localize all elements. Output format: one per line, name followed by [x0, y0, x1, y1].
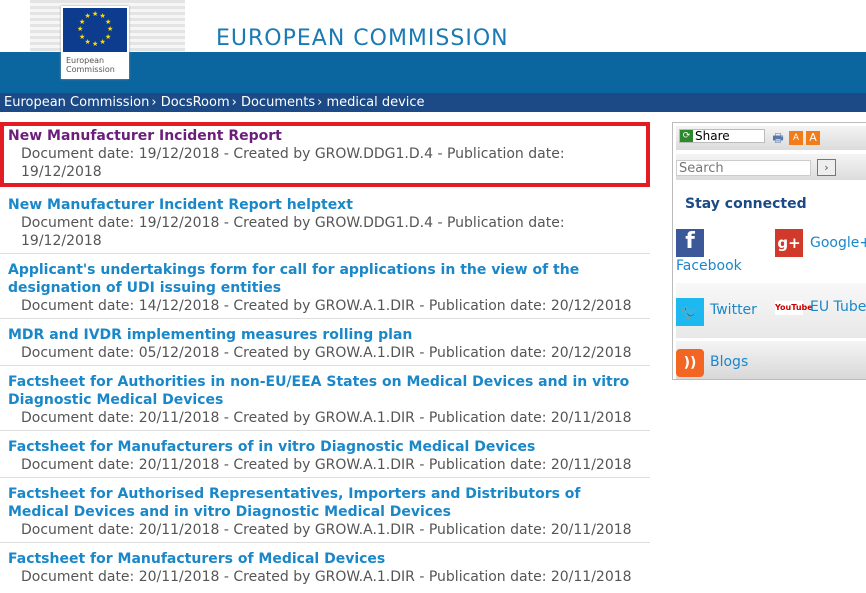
star-icon: ★	[77, 25, 84, 33]
search-input[interactable]	[676, 160, 811, 176]
breadcrumb-item[interactable]: European Commission	[4, 95, 150, 110]
star-icon: ★	[79, 17, 86, 26]
share-button[interactable]: ⟳ Share	[679, 129, 765, 143]
facebook-icon[interactable]: f	[676, 229, 704, 257]
document-title-link[interactable]: New Manufacturer Incident Report helptex…	[8, 197, 353, 213]
font-large-icon[interactable]: A	[806, 131, 820, 145]
star-icon: ★	[84, 12, 91, 20]
share-icon: ⟳	[680, 130, 693, 142]
breadcrumb-current: medical device	[326, 95, 425, 110]
document-item: Factsheet for Manufacturers of Medical D…	[0, 547, 650, 589]
document-meta: Document date: 19/12/2018 - Created by G…	[21, 215, 565, 249]
document-item: Factsheet for Manufacturers of in vitro …	[0, 435, 650, 478]
document-item: New Manufacturer Incident Report Document…	[0, 122, 650, 187]
search-go-button[interactable]: ›	[817, 159, 836, 176]
star-icon: ★	[107, 25, 114, 33]
breadcrumb-item[interactable]: Documents	[240, 95, 316, 110]
font-small-icon[interactable]: A	[789, 131, 803, 145]
star-icon: ★	[99, 37, 106, 46]
header-band	[0, 52, 866, 93]
breadcrumb: European Commission › DocsRoom › Documents…	[0, 93, 866, 112]
search-bar: ›	[676, 154, 866, 180]
document-title-link[interactable]: Factsheet for Manufacturers of Medical D…	[8, 551, 386, 567]
document-item: Factsheet for Authorised Representatives…	[0, 482, 650, 543]
social-row-bg	[676, 283, 866, 338]
breadcrumb-item[interactable]: DocsRoom	[160, 95, 230, 110]
ec-logo[interactable]: ★ ★ ★ ★ ★ ★ ★ ★ ★ ★ ★ ★ European Commission	[61, 6, 129, 79]
star-icon: ★	[104, 17, 112, 26]
header: EUROPEAN COMMISSION	[0, 0, 866, 52]
site-title: EUROPEAN COMMISSION	[216, 26, 509, 51]
document-title-link[interactable]: Factsheet for Authorised Representatives…	[8, 486, 581, 520]
document-title-link[interactable]: New Manufacturer Incident Report	[8, 128, 282, 144]
document-title-link[interactable]: Applicant's undertakings form for call f…	[8, 262, 580, 296]
google-plus-icon[interactable]: g+	[775, 229, 803, 257]
sidebar: ⟳Share 🖶 A A › Stay connected f Facebook…	[672, 122, 866, 380]
document-list: New Manufacturer Incident Report Document…	[0, 122, 650, 593]
document-title-link[interactable]: Factsheet for Authorities in non-EU/EEA …	[8, 374, 630, 408]
document-meta: Document date: 20/11/2018 - Created by G…	[21, 457, 632, 473]
star-icon: ★	[92, 10, 99, 18]
document-meta: Document date: 05/12/2018 - Created by G…	[21, 345, 632, 361]
stay-connected-heading: Stay connected	[685, 196, 807, 212]
star-icon: ★	[99, 12, 106, 20]
document-meta: Document date: 19/12/2018 - Created by G…	[21, 146, 565, 180]
share-toolbar: ⟳ Share 🖶 A A	[676, 126, 866, 150]
document-item: New Manufacturer Incident Report helptex…	[0, 193, 650, 254]
document-meta: Document date: 20/11/2018 - Created by G…	[21, 522, 632, 538]
google-plus-link[interactable]: Google+	[810, 235, 866, 251]
twitter-icon[interactable]: 🐦	[676, 298, 704, 326]
eu-tube-link[interactable]: EU Tube	[810, 299, 866, 315]
blogs-row-bg	[676, 341, 866, 379]
print-icon[interactable]: 🖶	[772, 131, 784, 145]
twitter-link[interactable]: Twitter	[710, 302, 757, 318]
facebook-link[interactable]: Facebook	[676, 258, 742, 274]
document-title-link[interactable]: MDR and IVDR implementing measures rolli…	[8, 327, 413, 343]
document-meta: Document date: 20/11/2018 - Created by G…	[21, 569, 632, 585]
document-meta: Document date: 20/11/2018 - Created by G…	[21, 410, 632, 426]
blogs-link[interactable]: Blogs	[710, 354, 749, 370]
document-item: Factsheet for Authorities in non-EU/EEA …	[0, 370, 650, 431]
star-icon: ★	[104, 32, 112, 41]
youtube-icon[interactable]: YouTube	[775, 301, 813, 315]
eu-flag-icon: ★ ★ ★ ★ ★ ★ ★ ★ ★ ★ ★ ★	[63, 8, 127, 52]
document-item: Applicant's undertakings form for call f…	[0, 258, 650, 319]
logo-text: European Commission	[66, 56, 115, 74]
star-icon: ★	[84, 37, 91, 46]
star-icon: ★	[92, 40, 99, 48]
rss-icon[interactable]: ))	[676, 349, 704, 377]
document-item: MDR and IVDR implementing measures rolli…	[0, 323, 650, 366]
star-icon: ★	[79, 32, 86, 41]
document-meta: Document date: 14/12/2018 - Created by G…	[21, 298, 632, 314]
share-label: Share	[695, 129, 730, 143]
document-title-link[interactable]: Factsheet for Manufacturers of in vitro …	[8, 439, 536, 455]
